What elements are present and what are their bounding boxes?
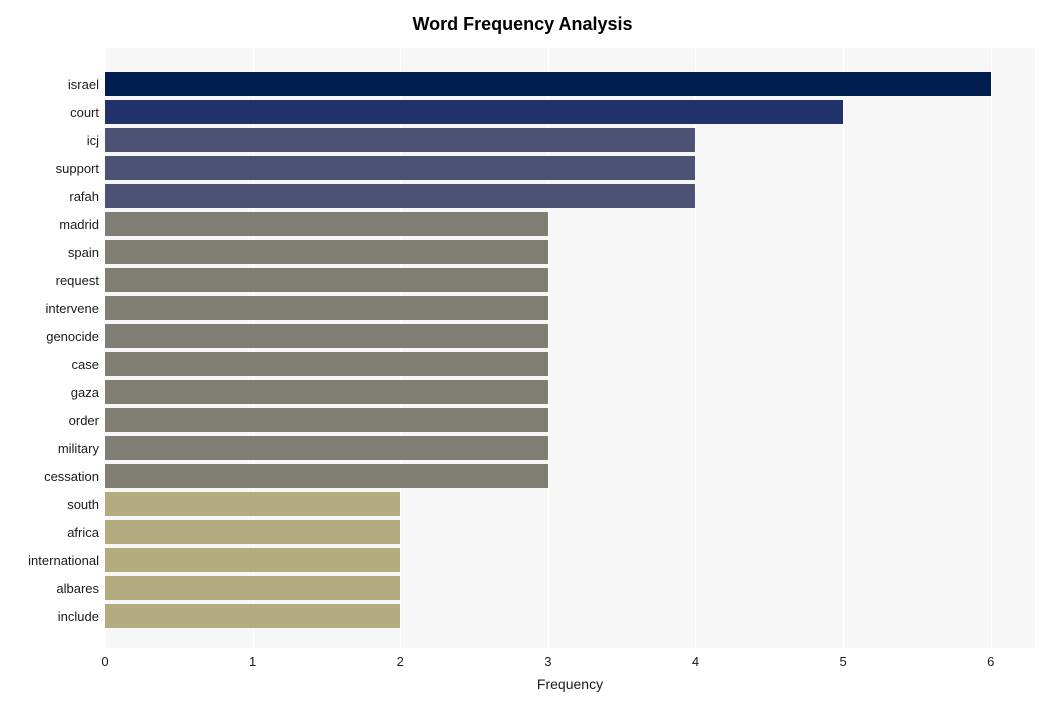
bar <box>105 184 695 208</box>
gridline <box>843 48 844 648</box>
chart-container: Word Frequency Analysis Frequency 0 1 2 3 4 5… <box>0 0 1045 701</box>
bar <box>105 604 400 628</box>
y-tick-label: south <box>67 497 99 512</box>
y-tick-label: spain <box>68 245 99 260</box>
bar <box>105 100 843 124</box>
bar <box>105 212 548 236</box>
bar <box>105 576 400 600</box>
x-tick-label: 4 <box>692 654 699 669</box>
x-tick-label: 6 <box>987 654 994 669</box>
y-tick-label: request <box>56 273 99 288</box>
y-tick-label: international <box>28 553 99 568</box>
plot-area <box>105 48 1035 648</box>
y-tick-label: madrid <box>59 217 99 232</box>
x-tick-label: 5 <box>839 654 846 669</box>
x-tick-label: 2 <box>397 654 404 669</box>
bar <box>105 72 991 96</box>
gridline <box>991 48 992 648</box>
y-tick-label: gaza <box>71 385 99 400</box>
bar <box>105 548 400 572</box>
bar <box>105 380 548 404</box>
y-tick-label: cessation <box>44 469 99 484</box>
x-axis-title: Frequency <box>105 676 1035 692</box>
bar <box>105 408 548 432</box>
y-tick-label: africa <box>67 525 99 540</box>
bar <box>105 520 400 544</box>
gridline <box>695 48 696 648</box>
y-tick-label: albares <box>56 581 99 596</box>
x-tick-label: 1 <box>249 654 256 669</box>
x-tick-label: 0 <box>101 654 108 669</box>
y-tick-label: military <box>58 441 99 456</box>
bar <box>105 352 548 376</box>
bar <box>105 492 400 516</box>
bar <box>105 240 548 264</box>
y-tick-label: support <box>56 161 99 176</box>
y-tick-label: israel <box>68 77 99 92</box>
x-tick-label: 3 <box>544 654 551 669</box>
y-tick-label: genocide <box>46 329 99 344</box>
bar <box>105 268 548 292</box>
y-tick-label: court <box>70 105 99 120</box>
bar <box>105 436 548 460</box>
bar <box>105 324 548 348</box>
y-tick-label: include <box>58 609 99 624</box>
bar <box>105 296 548 320</box>
bar <box>105 464 548 488</box>
bar <box>105 128 695 152</box>
y-tick-label: rafah <box>69 189 99 204</box>
y-tick-label: case <box>72 357 99 372</box>
y-tick-label: order <box>69 413 99 428</box>
y-tick-label: icj <box>87 133 99 148</box>
y-tick-label: intervene <box>46 301 99 316</box>
bar <box>105 156 695 180</box>
chart-title: Word Frequency Analysis <box>0 14 1045 35</box>
